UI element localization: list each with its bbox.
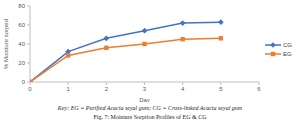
svg-text:0: 0 (22, 79, 26, 85)
svg-text:% Moisture sorped: % Moisture sorped (8, 19, 9, 69)
svg-text:20: 20 (18, 60, 25, 66)
svg-text:4: 4 (181, 86, 185, 92)
svg-text:60: 60 (18, 22, 25, 28)
html-text:CG: CG (283, 42, 292, 48)
html-text:Key: EG = Purified Acacia seya: Key: EG = Purified Acacia seyal gum; CG … (57, 105, 243, 111)
svg-text:1: 1 (66, 86, 70, 92)
svg-text:Day: Day (139, 97, 150, 102)
html-text:Fig. 7: Moisture Sorption Prof: Fig. 7: Moisture Sorption Profiles of EG… (93, 114, 207, 120)
svg-text:6: 6 (257, 86, 261, 92)
svg-text:80: 80 (18, 3, 25, 9)
svg-text:3: 3 (143, 86, 147, 92)
html-text:EG: EG (283, 51, 292, 57)
svg-text:40: 40 (18, 41, 25, 47)
svg-text:5: 5 (219, 86, 223, 92)
svg-text:0: 0 (28, 86, 32, 92)
svg-text:2: 2 (105, 86, 109, 92)
